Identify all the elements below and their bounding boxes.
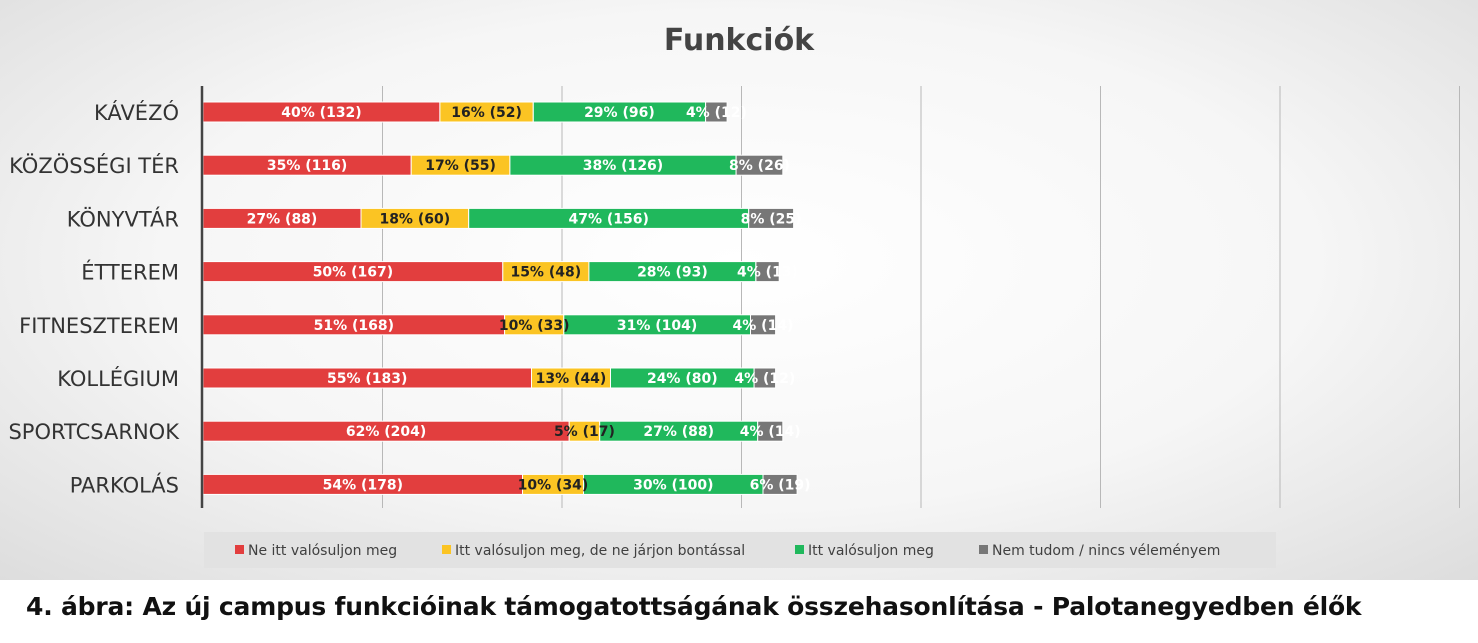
data-label: 31% (104) [617,318,697,334]
data-label: 47% (156) [568,211,648,227]
data-label: 54% (178) [323,477,403,493]
bar-segment [750,314,777,336]
data-label: 51% (168) [314,318,394,334]
data-label: 27% (88) [643,424,714,440]
bar-segment [753,367,777,389]
data-label: 6% (19) [750,477,811,493]
data-label: 27% (88) [247,211,318,227]
bar-segment [757,420,784,442]
data-label: 4% (14) [740,424,801,440]
data-label: 4% (13) [737,265,798,281]
data-label: 15% (48) [510,265,581,281]
data-label: 50% (167) [313,265,393,281]
data-label: 16% (52) [451,105,522,121]
data-label: 55% (183) [327,371,407,387]
category-label: KÖZÖSSÉGI TÉR [9,153,179,178]
data-label: 4% (14) [733,318,794,334]
category-label: KÖNYVTÁR [67,206,179,231]
chart-title: Funkciók [664,23,815,58]
data-label: 4% (12) [734,371,795,387]
data-label: 38% (126) [583,158,663,174]
category-label: FITNESZTEREM [19,314,179,338]
legend-swatch [795,545,804,554]
category-label: ÉTTEREM [81,260,179,285]
bar-segment [755,261,780,283]
chart-panel: Funkciók 40% (132) 16% (52) 29% (96) 4% (12… [0,0,1478,580]
legend-swatch [442,545,451,554]
category-label: PARKOLÁS [70,472,179,497]
data-label: 8% (26) [729,158,790,174]
gridlines [382,86,1460,508]
bars [202,101,798,495]
data-label: 62% (204) [346,424,426,440]
data-label: 8% (25) [741,211,802,227]
data-label: 40% (132) [281,105,361,121]
data-label: 18% (60) [379,211,450,227]
legend-label: Itt valósuljon meg [808,543,934,559]
legend: Ne itt valósuljon meg Itt valósuljon meg,… [204,532,1276,568]
data-label: 4% (12) [686,105,747,121]
category-label: KOLLÉGIUM [57,366,179,391]
bar-segment [705,101,728,123]
data-label: 17% (55) [425,158,496,174]
data-label: 35% (116) [267,158,347,174]
data-label: 30% (100) [633,477,713,493]
bar-segment [735,154,784,176]
legend-swatch [235,545,244,554]
data-label: 10% (33) [499,318,570,334]
data-labels: 40% (132) 16% (52) 29% (96) 4% (12) 35% (116… [247,105,811,493]
legend-label: Nem tudom / nincs véleményem [992,543,1220,559]
legend-box [204,532,1276,568]
category-labels: KÁVÉZÓ KÖZÖSSÉGI TÉR KÖNYVTÁR ÉTTEREM FITNES… [8,100,180,497]
data-label: 13% (44) [536,371,607,387]
figure-caption: 4. ábra: Az új campus funkcióinak támoga… [26,592,1362,621]
bar-segment [762,473,798,495]
category-label: KÁVÉZÓ [94,100,179,125]
data-label: 28% (93) [637,265,708,281]
category-label: SPORTCSARNOK [8,420,180,444]
data-label: 5% (17) [554,424,615,440]
bar-segment [748,207,795,229]
data-label: 29% (96) [584,105,655,121]
data-label: 24% (80) [647,371,718,387]
legend-swatch [979,545,988,554]
legend-label: Ne itt valósuljon meg [248,543,397,559]
legend-label: Itt valósuljon meg, de ne járjon bontáss… [455,543,745,559]
data-label: 10% (34) [518,477,589,493]
stacked-bar-chart: Funkciók 40% (132) 16% (52) 29% (96) 4% (12… [8,23,1460,568]
